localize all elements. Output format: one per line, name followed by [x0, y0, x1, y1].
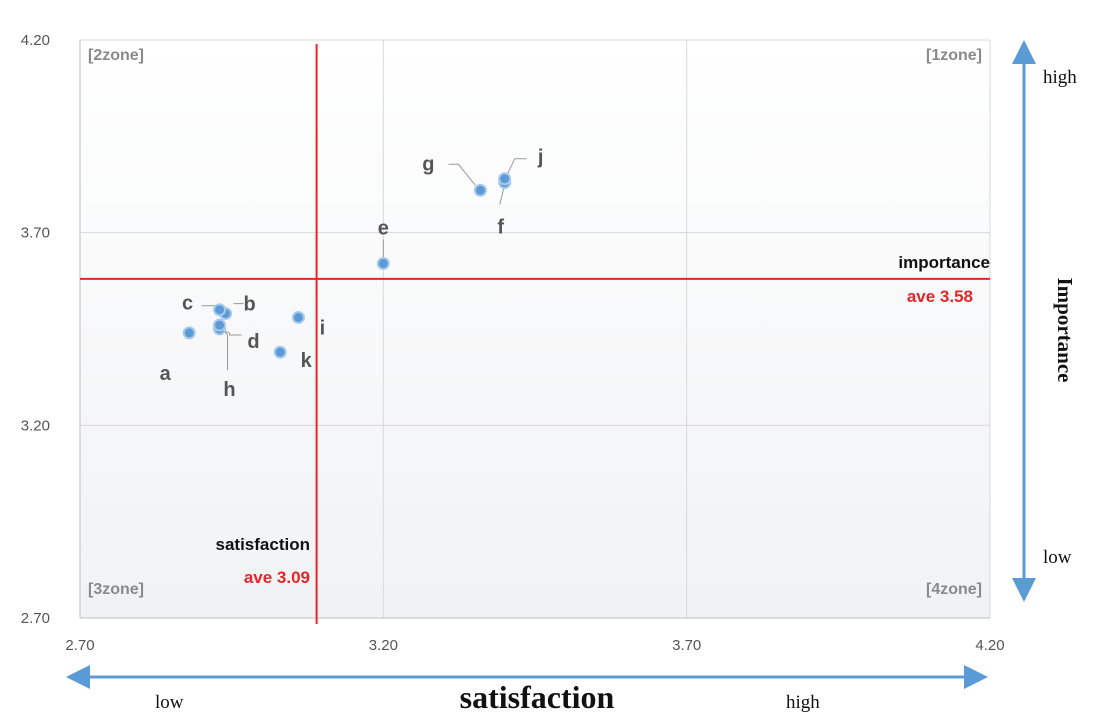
x-axis-high-label: high — [786, 692, 820, 713]
leader-line-j — [507, 158, 527, 174]
point-label-g: g — [422, 153, 434, 175]
x-tick-label: 2.70 — [65, 637, 94, 654]
point-i — [291, 310, 305, 324]
point-c — [213, 303, 227, 317]
satisfaction-line-label: satisfaction — [216, 535, 310, 554]
importance-line-label: importance — [898, 253, 990, 272]
y-tick-label: 2.70 — [21, 610, 50, 627]
leader-line-d — [224, 330, 242, 336]
y-tick-label: 4.20 — [21, 32, 50, 49]
point-label-e: e — [378, 217, 389, 239]
point-g — [473, 183, 487, 197]
grid-lines — [79, 39, 991, 619]
point-h — [213, 318, 227, 332]
importance-line-value: ave 3.58 — [907, 287, 973, 306]
point-label-c: c — [182, 293, 193, 315]
x-axis-low-label: low — [155, 692, 184, 713]
point-j — [498, 172, 512, 186]
y-axis-high-label: high — [1043, 67, 1077, 88]
x-tick-labels: 2.70 3.20 3.70 4.20 — [65, 637, 1004, 654]
point-k — [273, 345, 287, 359]
x-tick-label: 3.20 — [369, 637, 398, 654]
satisfaction-line-value: ave 3.09 — [244, 568, 310, 587]
y-axis-low-label: low — [1043, 547, 1072, 568]
plot-area — [80, 40, 990, 618]
x-tick-label: 4.20 — [975, 637, 1004, 654]
point-label-a: a — [160, 363, 172, 385]
zone-label-4: [4zone] — [926, 581, 982, 598]
point-label-k: k — [301, 350, 313, 372]
y-tick-label: 3.20 — [21, 417, 50, 434]
point-a — [182, 326, 196, 340]
leader-line-g — [448, 163, 476, 186]
point-label-i: i — [320, 317, 326, 339]
zone-label-1: [1zone] — [926, 47, 982, 64]
leader-line-f — [499, 188, 505, 205]
x-tick-label: 3.70 — [672, 637, 701, 654]
point-label-f: f — [497, 217, 504, 239]
x-axis-title: satisfaction — [460, 679, 615, 715]
point-label-b: b — [243, 294, 255, 316]
point-label-j: j — [537, 147, 544, 169]
zone-label-2: [2zone] — [88, 47, 144, 64]
point-e — [376, 256, 390, 270]
point-label-h: h — [223, 379, 235, 401]
zone-label-3: [3zone] — [88, 581, 144, 598]
data-points — [182, 172, 512, 359]
y-tick-label: 3.70 — [21, 225, 50, 242]
point-labels: a b c d h ik e g f j — [160, 147, 544, 401]
y-axis-title: Importance — [1053, 278, 1077, 383]
y-tick-labels: 2.70 3.20 3.70 4.20 — [21, 32, 50, 627]
point-label-d: d — [247, 331, 259, 353]
